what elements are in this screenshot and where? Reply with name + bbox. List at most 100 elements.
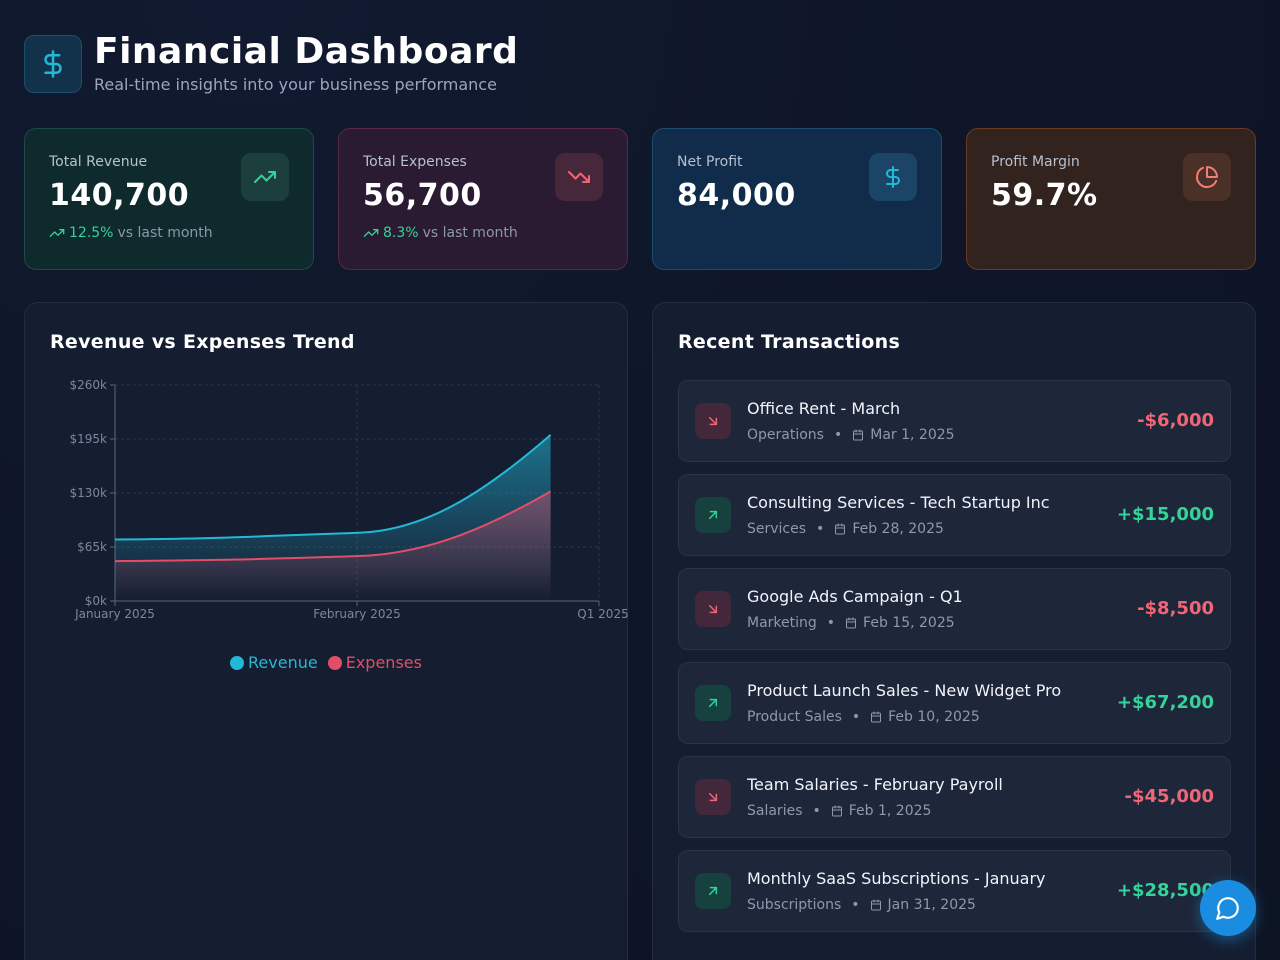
stat-icon (555, 153, 603, 201)
page-subtitle: Real-time insights into your business pe… (94, 75, 497, 94)
legend-dot (327, 655, 342, 670)
transaction-meta: Marketing • Feb 15, 2025 (747, 615, 955, 631)
stat-label: Profit Margin (991, 154, 1080, 170)
transaction-title: Team Salaries - February Payroll (747, 775, 1003, 794)
transaction-category: Subscriptions (747, 897, 842, 913)
trending-up-icon (254, 171, 276, 183)
transaction-meta: Services • Feb 28, 2025 (747, 521, 944, 537)
stat-value: 56,700 (363, 178, 482, 213)
transaction-row[interactable]: Monthly SaaS Subscriptions - January Subs… (678, 850, 1231, 932)
separator-dot: • (816, 521, 825, 537)
transaction-date: Feb 15, 2025 (863, 615, 955, 631)
y-tick-label: $130k (70, 486, 108, 500)
stat-label: Net Profit (677, 154, 743, 170)
stat-icon (1183, 153, 1231, 201)
transaction-meta: Operations • Mar 1, 2025 (747, 427, 955, 443)
transaction-date: Feb 28, 2025 (852, 521, 944, 537)
separator-dot: • (851, 709, 861, 725)
page-title: Financial Dashboard (94, 31, 519, 72)
calendar-icon (871, 711, 882, 723)
transaction-date: Feb 10, 2025 (888, 709, 980, 725)
chart-panel: Revenue vs Expenses Trend $0k $65k $130k $1… (24, 302, 629, 960)
series-line-expenses (114, 490, 552, 563)
calendar-icon (853, 429, 864, 441)
stat-value: 140,700 (49, 178, 190, 213)
pie-chart-icon (1196, 166, 1218, 188)
transaction-meta: Product Sales • Feb 10, 2025 (747, 709, 980, 725)
transaction-category: Operations (747, 427, 824, 443)
stat-value: 84,000 (677, 178, 796, 213)
transaction-category: Services (747, 521, 807, 537)
transaction-amount: +$67,200 (1116, 692, 1214, 713)
transaction-row[interactable]: Consulting Services - Tech Startup Inc Se… (678, 474, 1231, 556)
transaction-type-icon (695, 779, 731, 815)
y-tick-label: $260k (70, 378, 108, 392)
transaction-category: Product Sales (747, 709, 842, 725)
transaction-category: Marketing (747, 615, 817, 631)
arrow-down-right-icon (708, 792, 718, 802)
chart-legend: Revenue Expenses (25, 653, 627, 672)
arrow-up-right-icon (708, 698, 718, 708)
transaction-amount: -$45,000 (1124, 786, 1214, 807)
transaction-date: Jan 31, 2025 (887, 897, 976, 913)
dollar-icon (44, 50, 62, 78)
trend-chart: $0k $65k $130k $195k $260k January 2025 Februa… (70, 378, 629, 621)
transaction-title: Product Launch Sales - New Widget Pro (747, 681, 1062, 700)
transaction-row[interactable]: Team Salaries - February Payroll Salaries… (678, 756, 1231, 838)
logo (24, 35, 82, 93)
separator-dot: • (826, 615, 836, 631)
calendar-icon (870, 899, 881, 911)
chat-button[interactable] (1200, 880, 1256, 936)
x-tick-label: Q1 2025 (577, 607, 628, 621)
stat-icon (241, 153, 289, 201)
calendar-icon (846, 617, 857, 629)
legend-item-expenses[interactable]: Expenses (327, 653, 422, 672)
arrow-down-right-icon (708, 604, 718, 614)
change-percent: 12.5% (69, 225, 114, 241)
transaction-row[interactable]: Google Ads Campaign - Q1 Marketing • Feb 15… (678, 568, 1231, 650)
transaction-type-icon (695, 591, 731, 627)
dollar-icon (886, 166, 900, 188)
stat-card-margin: Profit Margin 59.7% (966, 128, 1256, 270)
transaction-amount: -$8,500 (1137, 598, 1214, 619)
stat-value: 59.7% (991, 178, 1098, 213)
stat-label: Total Revenue (49, 154, 148, 170)
transaction-row[interactable]: Product Launch Sales - New Widget Pro Pro… (678, 662, 1231, 744)
arrow-up-right-icon (708, 886, 718, 896)
calendar-icon (835, 523, 846, 535)
transaction-category: Salaries (747, 803, 803, 819)
transaction-type-icon (695, 873, 731, 909)
trending-up-icon (363, 229, 379, 237)
transaction-amount: +$15,000 (1116, 504, 1214, 525)
transaction-meta: Subscriptions • Jan 31, 2025 (747, 897, 976, 913)
transaction-title: Office Rent - March (747, 399, 901, 418)
legend-dot (230, 655, 245, 670)
series-area-expenses (115, 491, 551, 601)
y-tick-label: $65k (77, 540, 107, 554)
trending-up-icon (49, 229, 65, 237)
transaction-amount: -$6,000 (1137, 410, 1214, 431)
separator-dot: • (833, 427, 843, 443)
x-tick-label: January 2025 (74, 607, 155, 621)
stat-card-revenue: Total Revenue 140,700 12.5% vs last mont… (24, 128, 314, 270)
stat-card-expenses: Total Expenses 56,700 8.3% vs last month (338, 128, 628, 270)
transaction-row[interactable]: Office Rent - March Operations • Mar 1, 202… (678, 380, 1231, 462)
transactions-panel: Recent Transactions Office Rent - March O… (652, 302, 1256, 960)
legend-item-revenue[interactable]: Revenue (230, 653, 318, 672)
stat-label: Total Expenses (363, 154, 467, 170)
transaction-type-icon (695, 685, 731, 721)
y-tick-label: $0k (85, 594, 107, 608)
chat-bubble-icon (1216, 897, 1239, 920)
calendar-icon (831, 805, 842, 817)
transaction-type-icon (695, 403, 731, 439)
transaction-title: Google Ads Campaign - Q1 (747, 587, 963, 606)
change-suffix: vs last month (117, 225, 213, 241)
trending-down-icon (568, 171, 590, 183)
transaction-title: Monthly SaaS Subscriptions - January (747, 869, 1046, 888)
change-percent: 8.3% (383, 225, 419, 241)
transaction-title: Consulting Services - Tech Startup Inc (747, 493, 1050, 512)
transaction-date: Mar 1, 2025 (870, 427, 955, 443)
stat-change: 12.5% vs last month (49, 225, 289, 241)
transactions-title: Recent Transactions (678, 331, 901, 353)
transaction-date: Feb 1, 2025 (848, 803, 932, 819)
